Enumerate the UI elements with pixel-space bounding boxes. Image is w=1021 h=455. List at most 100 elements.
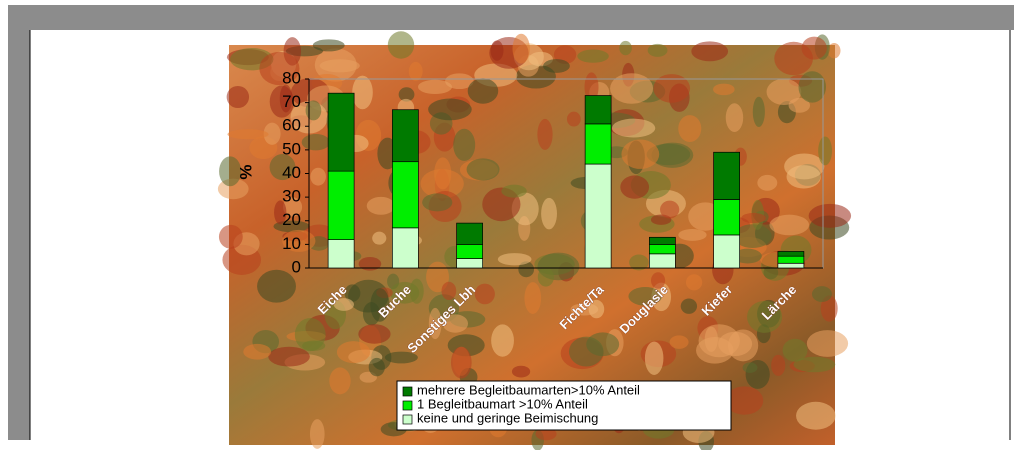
bar-segment — [327, 170, 355, 240]
leaf — [782, 338, 808, 362]
leaf — [704, 326, 718, 352]
leaf — [644, 341, 664, 375]
leaf — [442, 314, 469, 333]
leaf — [566, 111, 581, 127]
leaf — [227, 129, 269, 140]
bar-segment — [649, 244, 676, 255]
frame-shadow — [8, 5, 1014, 30]
leaf — [793, 356, 836, 373]
y-tick-label: 80 — [282, 68, 301, 87]
leaf — [274, 200, 287, 225]
leaf — [524, 282, 542, 314]
leaf — [319, 59, 360, 73]
leaf — [742, 362, 758, 373]
bar-segment — [584, 123, 612, 165]
leaf — [352, 75, 373, 110]
leaf — [420, 168, 464, 199]
leaf — [501, 184, 527, 198]
leaf — [653, 74, 691, 103]
y-tick-label: 10 — [282, 234, 301, 253]
leaf — [445, 73, 474, 90]
leaf — [518, 261, 535, 278]
leaf — [268, 346, 310, 367]
bar-segment — [456, 244, 483, 259]
bar-segment — [584, 95, 612, 125]
leaf — [466, 158, 500, 181]
y-tick-label: 20 — [282, 210, 301, 229]
leaf — [426, 261, 449, 293]
leaf — [279, 84, 293, 113]
leaf — [282, 197, 303, 217]
leaf — [620, 175, 650, 199]
leaf — [387, 31, 415, 59]
y-tick-label: 0 — [292, 257, 301, 276]
legend — [396, 380, 732, 431]
leaf — [698, 324, 740, 358]
leaf — [733, 224, 772, 249]
leaf — [796, 401, 836, 430]
leaf — [497, 253, 532, 266]
bar-segment — [584, 163, 612, 269]
leaf — [450, 346, 472, 379]
leaf — [257, 269, 296, 303]
leaf — [752, 96, 765, 127]
leaf — [621, 139, 660, 169]
leaf — [685, 274, 703, 291]
leaf — [713, 83, 735, 96]
leaf — [422, 193, 453, 212]
y-axis-label: % — [236, 164, 255, 179]
leaf — [512, 33, 530, 64]
leaf — [384, 351, 418, 364]
bar-segment — [456, 222, 483, 245]
leaf — [586, 332, 620, 357]
bar-segment — [649, 253, 676, 269]
leaf — [218, 224, 243, 249]
legend-swatch — [402, 386, 413, 397]
leaf — [660, 200, 680, 219]
leaf — [741, 212, 766, 224]
leaf — [535, 427, 557, 441]
leaf — [820, 295, 838, 322]
leaf — [226, 85, 250, 109]
leaf — [610, 73, 654, 104]
leaf — [678, 229, 707, 241]
leaf — [827, 42, 841, 59]
legend-swatch — [402, 400, 413, 411]
leaf — [786, 165, 821, 189]
leaf — [368, 357, 385, 377]
legend-label: keine und geringe Beimischung — [417, 410, 598, 425]
leaf — [619, 40, 632, 56]
legend-swatch — [402, 414, 413, 425]
y-tick-label: 30 — [282, 187, 301, 206]
leaf — [243, 343, 272, 360]
bar-segment — [713, 234, 740, 269]
leaf — [467, 78, 499, 104]
leaf — [358, 256, 382, 271]
leaf — [389, 281, 420, 304]
leaf — [428, 307, 442, 340]
leaf — [302, 340, 326, 351]
legend-label: mehrere Begleitbaumarten>10% Anteil — [417, 382, 640, 397]
leaf — [801, 36, 827, 60]
leaf — [372, 231, 387, 245]
leaf — [766, 78, 802, 105]
leaf — [511, 365, 531, 378]
leaf — [474, 283, 495, 305]
bar-segment — [327, 92, 355, 172]
leaf — [747, 300, 783, 333]
leaf — [329, 367, 351, 395]
leaf — [806, 330, 849, 357]
legend-label: 1 Begleitbaumart >10% Anteil — [417, 396, 588, 411]
leaf — [808, 203, 852, 228]
leaf — [611, 118, 656, 138]
y-tick-label: 40 — [282, 163, 301, 182]
leaf — [588, 299, 605, 319]
foliage — [217, 31, 852, 453]
leaf — [811, 286, 832, 302]
leaf — [584, 72, 599, 103]
leaf — [818, 136, 833, 166]
y-tick-label: 50 — [282, 139, 301, 158]
bar-segment — [392, 161, 419, 229]
